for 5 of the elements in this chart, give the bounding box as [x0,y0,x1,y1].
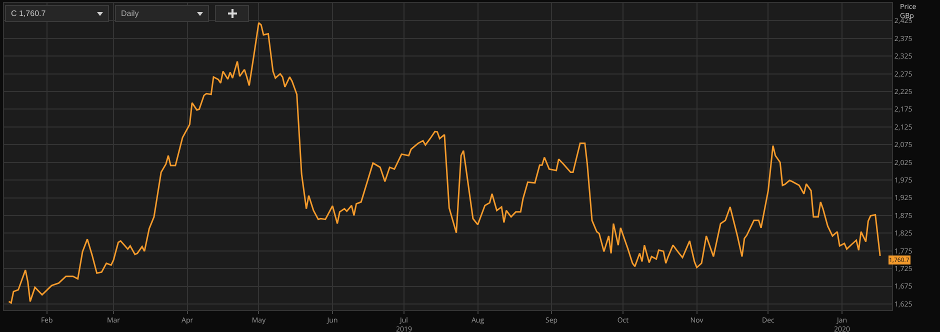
line-series [8,22,881,304]
dropdown-field: C 1,760.7 [5,5,109,22]
annotation: C 1,760.7 [11,9,46,18]
dropdown-field: Daily [115,5,209,22]
annotation: Daily [121,9,139,18]
